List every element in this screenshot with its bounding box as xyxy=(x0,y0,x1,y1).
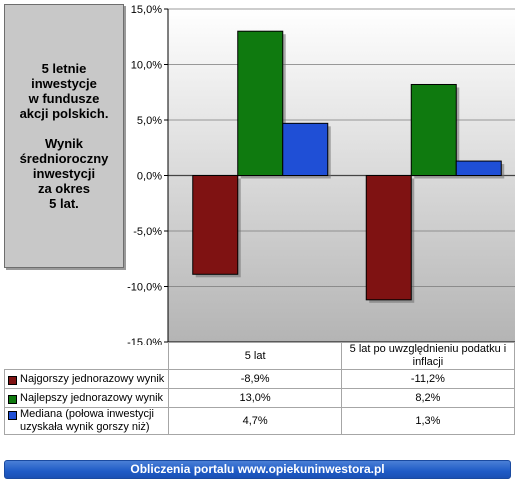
data-cell: 4,7% xyxy=(168,407,342,435)
legend-swatch xyxy=(8,411,17,420)
source-footer: Obliczenia portalu www.opiekuninwestora.… xyxy=(4,460,511,479)
legend-entry: Najlepszy jednorazowy wynik xyxy=(3,388,170,408)
y-tick-label: -10,0% xyxy=(127,282,162,294)
table-row: Mediana (połowa inwestycji uzyskała wyni… xyxy=(3,407,515,435)
y-tick-label: 10,0% xyxy=(131,60,162,72)
legend-entry: Najgorszy jednorazowy wynik xyxy=(3,369,170,389)
data-cell: -8,9% xyxy=(168,369,342,389)
y-tick-label: -5,0% xyxy=(133,226,162,238)
bar xyxy=(455,160,502,177)
y-tick-label: 0,0% xyxy=(137,171,162,183)
description-box: 5 letnie inwestycje w fundusze akcji pol… xyxy=(4,4,124,268)
description-title: 5 letnie inwestycje w fundusze akcji pol… xyxy=(19,61,109,121)
legend-swatch xyxy=(8,375,17,385)
data-cell: -11,2% xyxy=(340,369,515,389)
description-subtitle: Wynik średnioroczny inwestycji za okres … xyxy=(19,136,109,211)
series-name: Mediana (połowa inwestycji uzyskała wyni… xyxy=(20,408,154,433)
table-row: Najgorszy jednorazowy wynik -8,9% -11,2% xyxy=(3,369,515,389)
bar xyxy=(410,83,457,176)
bar-chart: 15,0% 10,0% 5,0% 0,0% -5,0% -10,0% -15,0% xyxy=(127,4,515,345)
y-tick-label: 15,0% xyxy=(131,4,162,16)
bar xyxy=(282,122,329,176)
category-header: 5 lat xyxy=(168,342,342,370)
bar xyxy=(365,175,412,301)
table-row: Najlepszy jednorazowy wynik 13,0% 8,2% xyxy=(3,388,515,408)
table-corner xyxy=(4,342,170,370)
data-cell: 13,0% xyxy=(168,388,342,408)
table-header-row: 5 lat 5 lat po uwzględnieniu podatku i i… xyxy=(4,342,515,370)
y-tick-label: -15,0% xyxy=(127,337,162,345)
category-header: 5 lat po uwzględnieniu podatku i inflacj… xyxy=(340,342,515,370)
y-tick-label: 5,0% xyxy=(137,115,162,127)
legend-swatch xyxy=(8,394,17,404)
data-cell: 8,2% xyxy=(340,388,515,408)
legend-entry: Mediana (połowa inwestycji uzyskała wyni… xyxy=(3,407,170,435)
series-name: Najlepszy jednorazowy wynik xyxy=(20,391,164,404)
data-cell: 1,3% xyxy=(340,407,515,435)
bar xyxy=(237,30,284,177)
data-table: 5 lat 5 lat po uwzględnieniu podatku i i… xyxy=(3,342,515,435)
bar xyxy=(192,175,239,275)
series-name: Najgorszy jednorazowy wynik xyxy=(20,372,165,385)
